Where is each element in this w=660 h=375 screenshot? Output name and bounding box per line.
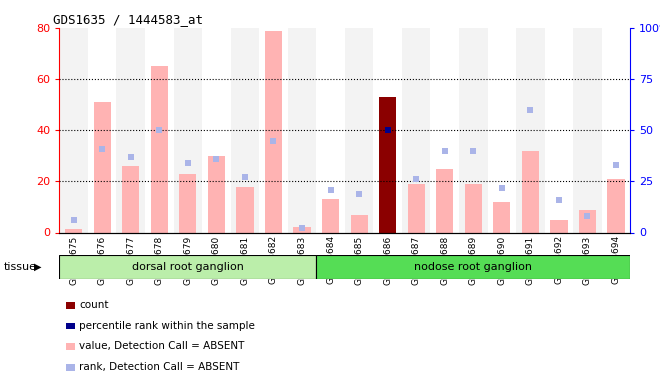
Bar: [122, 166, 139, 232]
Bar: [180, 174, 197, 232]
Bar: [208, 156, 225, 232]
Text: tissue: tissue: [3, 262, 36, 272]
Bar: [459, 28, 488, 233]
Text: percentile rank within the sample: percentile rank within the sample: [79, 321, 255, 331]
Text: ▶: ▶: [34, 262, 42, 272]
Bar: [345, 28, 374, 233]
Bar: [316, 255, 630, 279]
Bar: [379, 97, 396, 232]
Bar: [59, 28, 88, 233]
Bar: [579, 210, 596, 232]
Bar: [65, 229, 82, 232]
Bar: [350, 214, 368, 232]
Text: rank, Detection Call = ABSENT: rank, Detection Call = ABSENT: [79, 362, 240, 372]
Bar: [493, 202, 510, 232]
Text: GDS1635 / 1444583_at: GDS1635 / 1444583_at: [53, 13, 203, 26]
Bar: [573, 28, 602, 233]
Bar: [94, 102, 111, 232]
Bar: [231, 28, 259, 233]
Bar: [265, 31, 282, 232]
Bar: [402, 28, 430, 233]
Bar: [607, 179, 624, 232]
Text: nodose root ganglion: nodose root ganglion: [414, 262, 533, 272]
Bar: [322, 199, 339, 232]
Text: count: count: [79, 300, 109, 310]
Text: value, Detection Call = ABSENT: value, Detection Call = ABSENT: [79, 342, 245, 351]
Bar: [59, 255, 316, 279]
Bar: [465, 184, 482, 232]
Bar: [408, 184, 425, 232]
Bar: [436, 169, 453, 232]
Bar: [117, 28, 145, 233]
Bar: [288, 28, 316, 233]
Bar: [516, 28, 544, 233]
Bar: [150, 66, 168, 232]
Bar: [174, 28, 202, 233]
Bar: [550, 220, 568, 232]
Text: dorsal root ganglion: dorsal root ganglion: [132, 262, 244, 272]
Bar: [294, 227, 311, 232]
Bar: [236, 186, 253, 232]
Bar: [522, 151, 539, 232]
